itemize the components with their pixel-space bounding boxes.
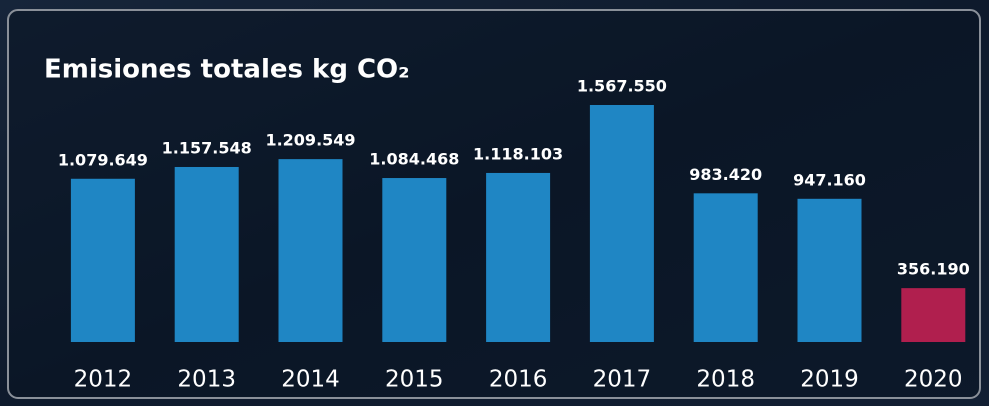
x-tick-label: 2015 bbox=[385, 367, 444, 393]
x-tick-label: 2016 bbox=[489, 367, 548, 393]
value-label: 1.567.550 bbox=[577, 77, 667, 96]
x-tick-label: 2020 bbox=[904, 367, 963, 393]
bar bbox=[693, 193, 758, 342]
value-label: 356.190 bbox=[897, 260, 970, 279]
chart-title: Emisiones totales kg CO₂ bbox=[44, 55, 410, 85]
bar bbox=[901, 288, 966, 342]
x-tick-label: 2013 bbox=[177, 367, 236, 393]
bar bbox=[382, 178, 447, 342]
x-tick-label: 2017 bbox=[593, 367, 652, 393]
value-label: 1.079.649 bbox=[58, 150, 148, 169]
value-label: 1.118.103 bbox=[473, 144, 563, 163]
value-label: 947.160 bbox=[793, 170, 866, 189]
x-tick-label: 2014 bbox=[281, 367, 340, 393]
value-label: 983.420 bbox=[689, 165, 762, 184]
bar bbox=[174, 166, 239, 342]
x-tick-label: 2018 bbox=[696, 367, 755, 393]
x-tick-label: 2019 bbox=[800, 367, 859, 393]
bar bbox=[486, 172, 551, 342]
bar bbox=[70, 178, 135, 342]
x-tick-label: 2012 bbox=[74, 367, 133, 393]
value-label: 1.157.548 bbox=[162, 138, 252, 157]
bar bbox=[589, 105, 654, 342]
bar bbox=[797, 198, 862, 342]
value-label: 1.209.549 bbox=[265, 131, 355, 150]
value-label: 1.084.468 bbox=[369, 150, 459, 169]
bar bbox=[278, 159, 343, 342]
